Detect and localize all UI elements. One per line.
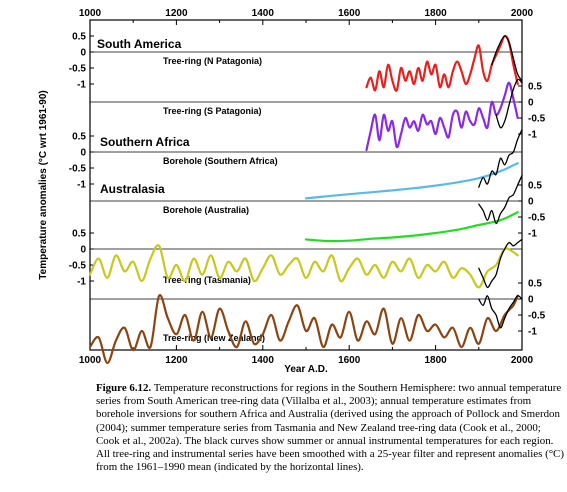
x-axis-label: Year A.D. [284, 364, 328, 375]
region-label-3: Australasia [100, 182, 165, 196]
series-line-instrumental-south-america- [491, 35, 523, 82]
y-tick-label-left-1-1: 0 [80, 48, 86, 59]
series-label-6: Tree-ring (New Zealand) [163, 333, 265, 343]
series-label-5: Tree-ring (Tasmania) [163, 275, 251, 285]
series-label-3: Borehole (Southern Africa) [163, 156, 278, 166]
series-label-4: Borehole (Australia) [163, 205, 249, 215]
y-tick-label-left-5-3: -1 [77, 277, 86, 288]
x-tick-label-bottom-2: 1400 [252, 355, 275, 366]
y-tick-label-right-6-3: -1 [528, 327, 537, 338]
y-tick-label-left-1-2: -0.5 [69, 64, 87, 75]
series-line-instrumental-southern-africa- [478, 128, 523, 188]
series-line-tree-ring-new-zealand- [88, 294, 519, 365]
y-tick-label-left-1-0: 0.5 [72, 32, 86, 43]
y-tick-label-left-3-3: -1 [77, 180, 86, 191]
x-tick-label-top-1: 1200 [165, 8, 188, 19]
series-line-instrumental-tasmania- [478, 238, 523, 289]
series-line-tree-ring-s-patagonia- [365, 81, 519, 152]
series-line-instrumental-australia- [478, 174, 523, 225]
y-tick-label-right-6-0: 0.5 [528, 279, 542, 290]
x-tick-label-top-5: 2000 [511, 8, 534, 19]
y-tick-label-left-5-1: 0 [80, 245, 86, 256]
y-tick-label-left-3-1: 0 [80, 148, 86, 159]
series-line-instrumental-s-patagonia- [495, 78, 523, 129]
y-tick-label-left-5-0: 0.5 [72, 229, 86, 240]
region-label-2: Southern Africa [100, 135, 190, 149]
region-label-1: South America [97, 37, 182, 51]
temperature-reconstruction-chart: 1000 1000 1200 1200 1400 1400 1600 1600 1800 1800… [38, 8, 546, 375]
y-tick-label-right-4-0: 0.5 [528, 181, 542, 192]
y-tick-label-left-5-2: -0.5 [69, 261, 87, 272]
series-line-borehole-southern-africa- [304, 162, 519, 200]
y-tick-label-right-6-2: -0.5 [528, 311, 546, 322]
x-tick-label-bottom-5: 2000 [511, 355, 534, 366]
series-line-instrumental-new-zealand- [478, 295, 523, 329]
y-tick-label-right-6-1: 0 [528, 295, 534, 306]
x-tick-label-bottom-4: 1800 [424, 355, 447, 366]
series-label-1: Tree-ring (N Patagonia) [163, 56, 262, 66]
x-tick-label-bottom-3: 1600 [338, 355, 361, 366]
x-tick-label-top-0: 1000 [79, 8, 102, 19]
x-tick-label-top-4: 1800 [424, 8, 447, 19]
y-tick-label-right-4-3: -1 [528, 229, 537, 240]
figure-caption: Figure 6.12. Temperature reconstructions… [96, 382, 564, 474]
y-tick-label-right-2-2: -0.5 [528, 114, 546, 125]
y-tick-label-right-2-1: 0 [528, 98, 534, 109]
caption-text: Temperature reconstructions for regions … [96, 382, 564, 474]
x-tick-label-top-3: 1600 [338, 8, 361, 19]
y-tick-label-left-3-2: -0.5 [69, 164, 87, 175]
series-line-tree-ring-n-patagonia- [365, 34, 519, 92]
series-label-2: Tree-ring (S Patagonia) [163, 106, 262, 116]
figure-label: Figure 6.12. [96, 382, 152, 394]
x-tick-label-bottom-1: 1200 [165, 355, 188, 366]
series-line-borehole-australia- [304, 211, 519, 243]
y-axis-label: Temperature anomalies (°C wrt 1961-90) [38, 90, 49, 279]
series-line-tree-ring-tasmania- [88, 244, 519, 289]
y-tick-label-left-1-3: -1 [77, 80, 86, 91]
y-tick-label-left-3-0: 0.5 [72, 132, 86, 143]
x-tick-label-top-2: 1400 [252, 8, 275, 19]
y-tick-label-right-2-0: 0.5 [528, 82, 542, 93]
x-tick-label-bottom-0: 1000 [79, 355, 102, 366]
y-tick-label-right-4-2: -0.5 [528, 213, 546, 224]
y-tick-label-right-4-1: 0 [528, 197, 534, 208]
y-tick-label-right-2-3: -1 [528, 130, 537, 141]
